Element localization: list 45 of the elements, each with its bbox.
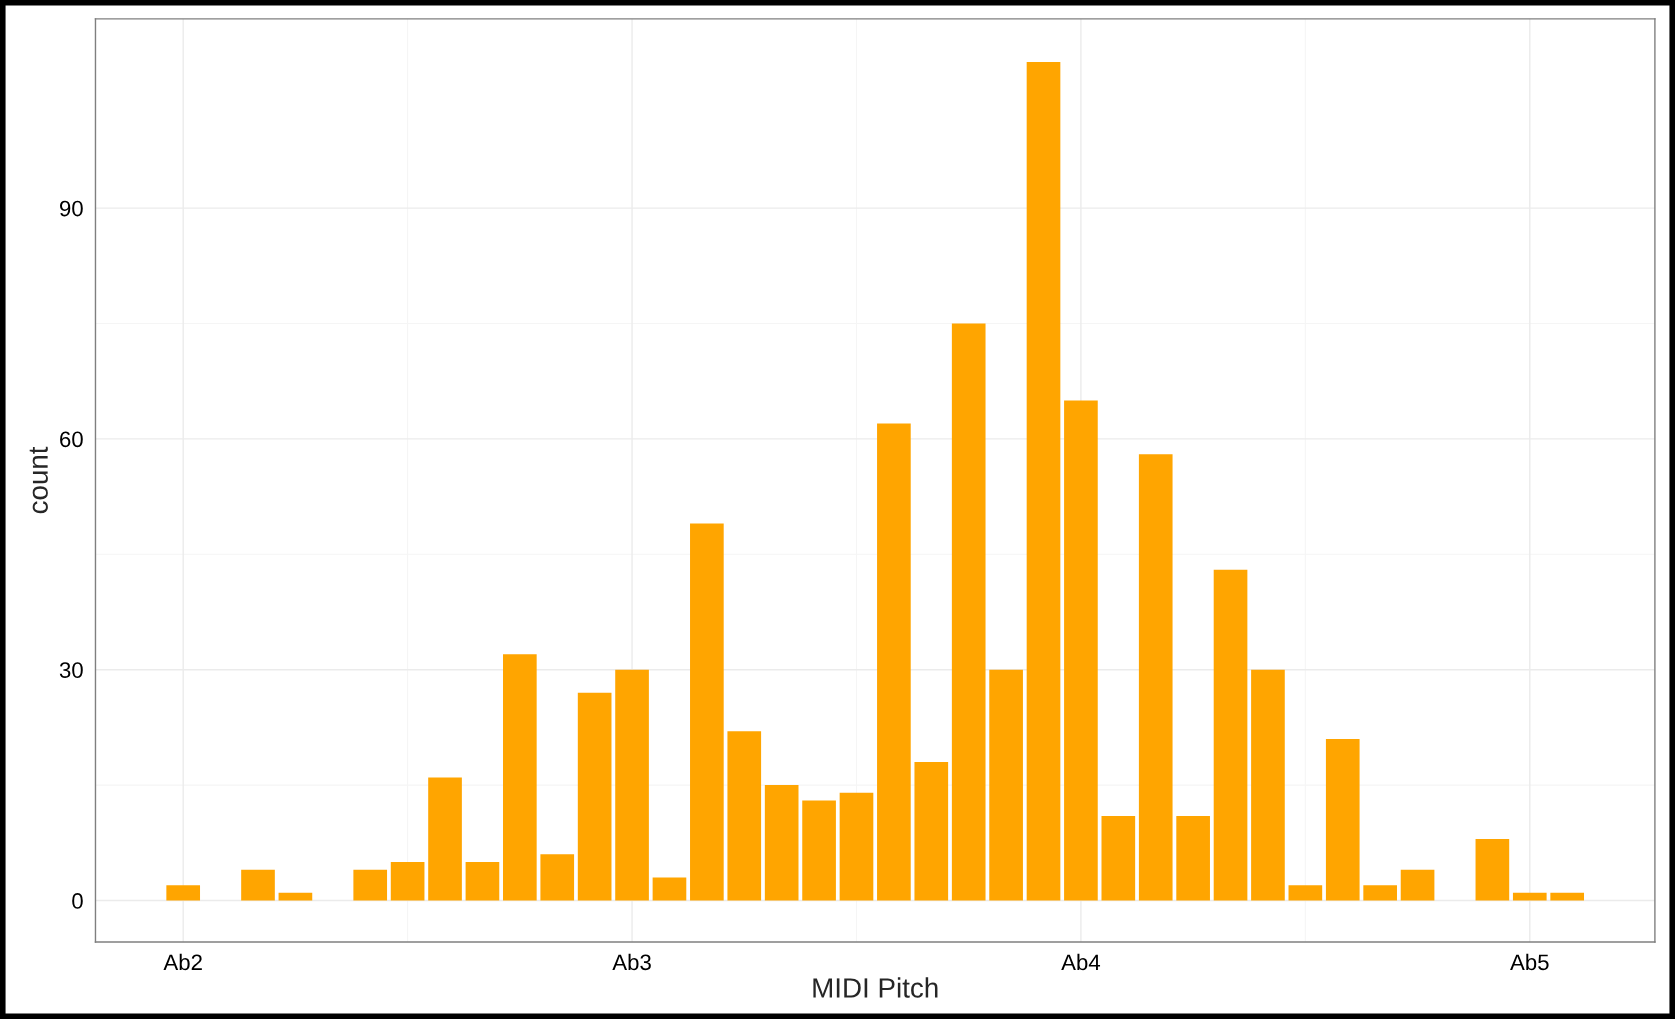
bar <box>914 762 949 901</box>
x-tick-label: Ab4 <box>1061 953 1101 971</box>
bar <box>1550 892 1585 901</box>
bar <box>1512 892 1547 901</box>
y-tick-label: 60 <box>60 431 83 448</box>
bar <box>951 323 986 901</box>
bar <box>540 854 575 901</box>
bar <box>278 892 313 901</box>
bar <box>839 792 874 901</box>
y-tick-label: 90 <box>60 200 83 217</box>
y-axis-title: count <box>29 446 48 514</box>
bar <box>1475 838 1510 901</box>
bar <box>1176 815 1210 901</box>
bar <box>727 731 762 901</box>
bar <box>1064 400 1098 901</box>
bar <box>503 654 537 901</box>
bar <box>615 669 649 901</box>
bar <box>989 669 1023 901</box>
y-tick-label: 0 <box>72 893 83 909</box>
bar <box>802 800 836 901</box>
bar <box>353 869 388 901</box>
bar <box>465 862 500 901</box>
x-tick-label: Ab2 <box>163 953 202 971</box>
bar <box>166 885 201 901</box>
bar <box>241 869 275 901</box>
x-axis-title: MIDI Pitch <box>813 977 938 998</box>
bar <box>764 785 799 901</box>
bar <box>690 523 724 901</box>
bar <box>652 877 687 901</box>
bar <box>1363 885 1397 901</box>
bar <box>1400 869 1435 901</box>
x-tick-label: Ab5 <box>1510 953 1549 971</box>
bar <box>1288 885 1323 901</box>
bar <box>1325 738 1360 901</box>
bar <box>1026 61 1061 901</box>
bar <box>1251 669 1285 901</box>
bar <box>877 423 911 901</box>
bar <box>577 692 612 901</box>
bar <box>1101 815 1136 901</box>
x-tick-label: Ab3 <box>612 953 651 971</box>
bar <box>390 862 425 901</box>
y-tick-label: 30 <box>59 662 83 678</box>
bar <box>428 777 462 901</box>
bar <box>1213 569 1248 901</box>
bar <box>1138 454 1173 901</box>
